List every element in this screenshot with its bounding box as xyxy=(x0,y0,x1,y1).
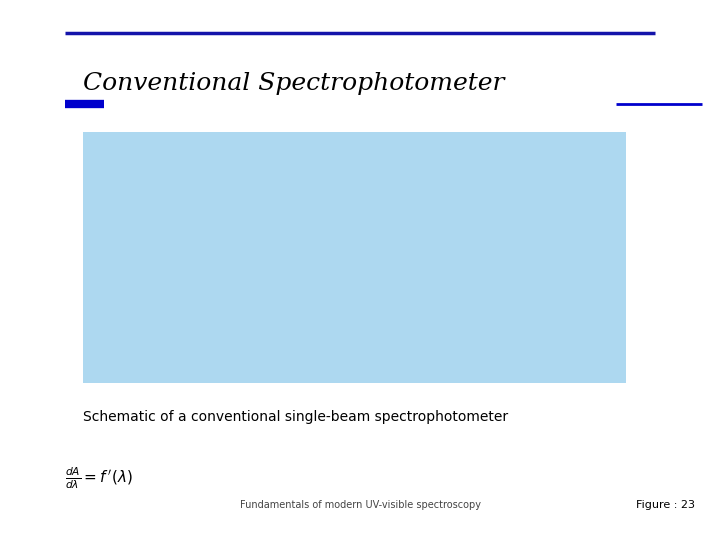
Text: Conventional Spectrophotometer: Conventional Spectrophotometer xyxy=(83,72,504,95)
Text: Fundamentals of modern UV-visible spectroscopy: Fundamentals of modern UV-visible spectr… xyxy=(240,500,480,510)
Text: Schematic of a conventional single-beam spectrophotometer: Schematic of a conventional single-beam … xyxy=(83,410,508,424)
Text: Figure : 23: Figure : 23 xyxy=(636,500,695,510)
Text: $\frac{dA}{d\lambda} = f^{\,\prime}(\lambda)$: $\frac{dA}{d\lambda} = f^{\,\prime}(\lam… xyxy=(65,465,132,491)
Bar xyxy=(83,132,626,383)
